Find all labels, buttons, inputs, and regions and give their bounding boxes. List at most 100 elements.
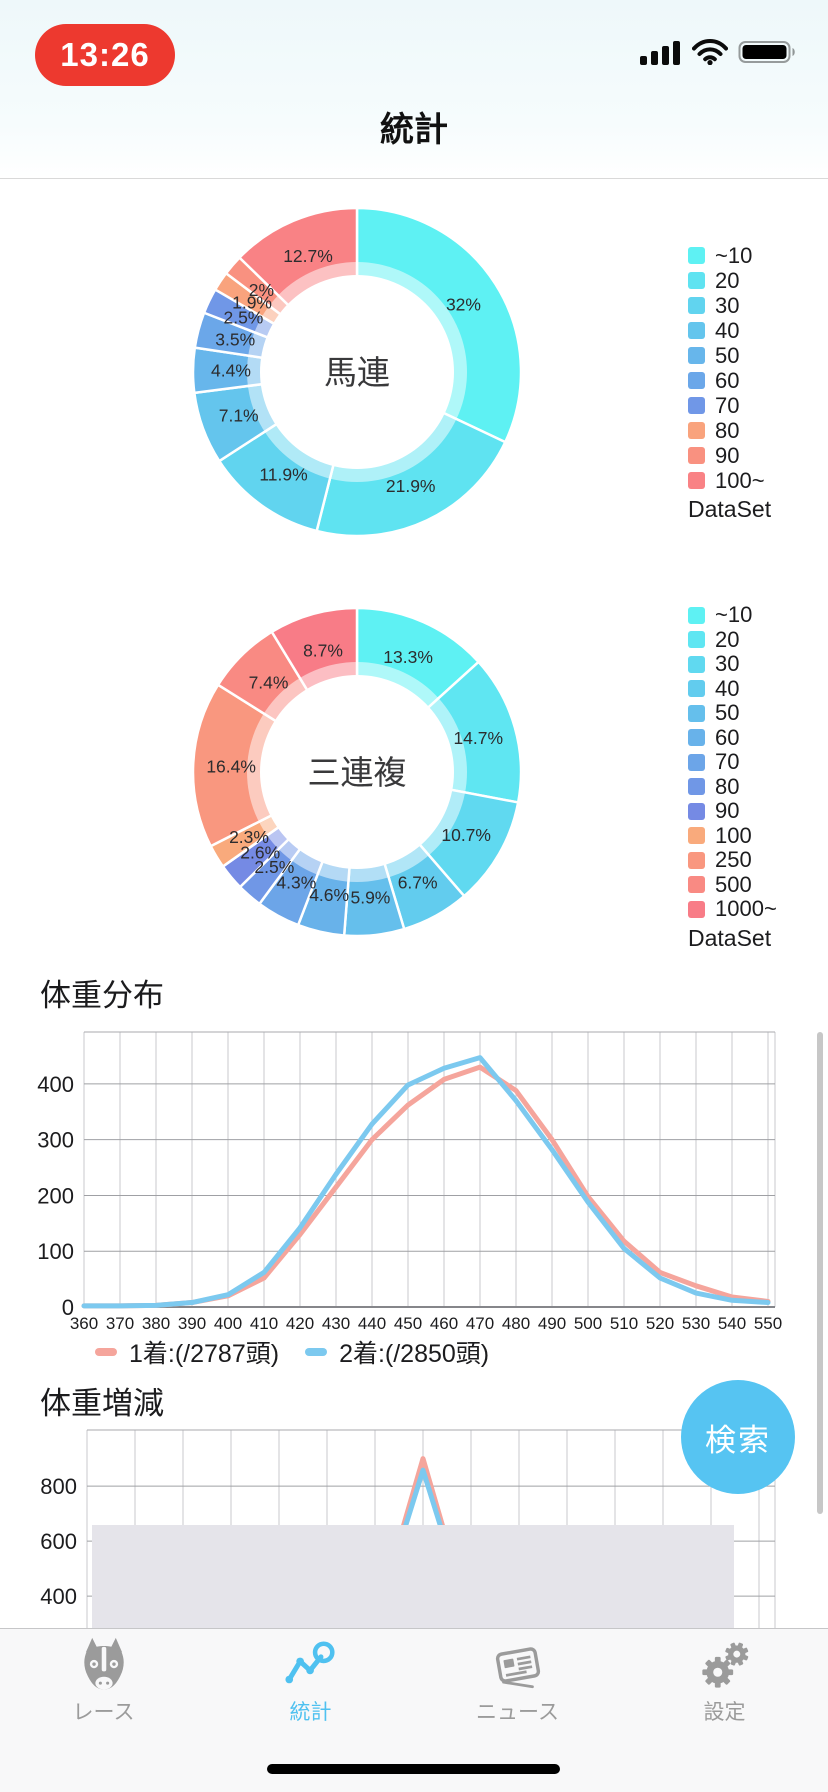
nav-divider [0,178,828,179]
slice-percent-label: 3.5% [215,330,255,350]
slice-percent-label: 2.6% [240,843,280,863]
legend-label: 60 [715,367,740,393]
slice-percent-label: 16.4% [206,756,256,776]
legend-dataset-title: DataSet [688,924,772,951]
x-axis-tick-label: 510 [610,1314,638,1333]
series-legend-label: 2着:(/2850頭) [339,1340,490,1368]
tab-settings[interactable]: 設定 [621,1629,828,1792]
legend-item: 60 [688,724,777,751]
legend-label: 50 [715,700,740,726]
donut-center-label: 馬連 [324,354,390,391]
legend-label: ~10 [715,242,753,268]
legend-swatch [688,900,705,918]
series-legend-item: 2着:(/2850頭) [305,1334,489,1370]
status-time: 13:26 [60,36,150,73]
donut-center-label: 三連複 [308,754,407,791]
umaren-legend: ~10 20 30 40 50 60 70 80 90 100~ DataSet [688,243,771,523]
legend-label: 100~ [715,467,765,493]
scrollbar[interactable] [817,1032,823,1514]
legend-swatch [688,704,705,722]
series-legend-label: 1着:(/2787頭) [129,1340,280,1368]
y-axis-tick-label: 800 [40,1474,77,1499]
legend-label: ~10 [715,602,753,628]
legend-label: 80 [715,773,740,799]
slice-percent-label: 12.7% [283,246,333,266]
weight-change-title: 体重増減 [40,1386,164,1421]
legend-swatch [688,447,705,464]
legend-swatch [688,297,705,314]
legend-label: 60 [715,724,740,750]
tab-news[interactable]: ニュース [414,1629,621,1792]
umaren-donut-chart[interactable]: 32% 21.9% 11.9% 7.1% 4.4% 3.5% 2.5%1.9%2% 12.7%… [187,202,527,542]
tab-bar: レース 統計 [0,1628,828,1792]
legend-label: 100 [715,822,752,848]
sanrenpuku-legend: ~10 20 30 40 50 60 70 80 90 100 250 500 1000~ DataSet [688,602,777,952]
slice-percent-label: 13.3% [383,647,433,667]
legend-swatch [688,372,705,389]
legend-label: 90 [715,798,740,824]
slice-percent-label: 6.7% [398,872,438,892]
legend-label: 20 [715,626,740,652]
x-axis-tick-label: 370 [106,1314,134,1333]
series-legend-item: 1着:(/2787頭) [95,1334,279,1370]
legend-swatch [688,680,705,698]
legend-swatch [688,729,705,747]
x-axis-tick-label: 530 [682,1314,710,1333]
slice-percent-label: 7.4% [249,672,289,692]
slice-percent-label: 4.4% [211,361,251,381]
legend-item: 500 [688,871,777,898]
legend-label: 500 [715,871,752,897]
slice-percent-label: 21.9% [386,476,436,496]
x-axis-tick-label: 470 [466,1314,494,1333]
recording-time-pill[interactable]: 13:26 [35,24,175,86]
legend-swatch [688,631,705,649]
legend-item: 40 [688,318,771,343]
tab-races[interactable]: レース [0,1629,207,1792]
tab-stats[interactable]: 統計 [207,1629,414,1792]
x-axis-tick-label: 430 [322,1314,350,1333]
legend-item: 100~ [688,468,771,493]
legend-swatch [688,322,705,339]
legend-swatch [688,851,705,869]
legend-swatch [688,606,705,624]
tab-news-label: ニュース [476,1701,559,1724]
x-axis-tick-label: 460 [430,1314,458,1333]
weight-distribution-chart[interactable]: 0 100 200 300 400 360 370 380 390 400 410 420 430 440… [0,1025,828,1335]
slice-percent-label: 2.5% [254,857,294,877]
legend-label: 40 [715,675,740,701]
legend-item: 1000~ [688,896,777,922]
legend-label: 50 [715,342,740,368]
legend-swatch [688,272,705,289]
y-axis-tick-label: 0 [62,1295,74,1320]
sanrenpuku-donut-chart[interactable]: 13.3% 14.7% 10.7% 6.7% 5.9%4.6%4.3%2.5%2.6%2… [187,602,527,942]
home-indicator[interactable] [267,1764,560,1774]
legend-label: 30 [715,651,740,677]
slice-percent-label: 32% [446,295,481,315]
tab-races-label: レース [72,1701,135,1724]
x-axis-tick-label: 400 [214,1314,242,1333]
legend-label: 40 [715,317,740,343]
x-axis-tick-label: 390 [178,1314,206,1333]
wifi-icon [692,39,728,65]
legend-swatch [688,753,705,771]
search-button[interactable]: 検索 [681,1380,795,1494]
weight-distribution-chart-legend: 1着:(/2787頭) 2着:(/2850頭) [95,1334,489,1370]
donut-hole [260,675,454,869]
legend-swatch [688,876,705,894]
x-axis-tick-label: 520 [646,1314,674,1333]
y-axis-tick-label: 400 [40,1584,77,1609]
legend-item: 50 [688,343,771,368]
series-legend-dash [305,1348,328,1356]
slice-percent-label: 8.7% [303,641,343,661]
legend-item: 20 [688,626,777,653]
legend-dataset-title: DataSet [688,496,772,522]
legend-item: ~10 [688,602,777,628]
legend-swatch [688,655,705,673]
search-button-label: 検索 [705,1422,771,1458]
legend-item: 30 [688,651,777,677]
slice-percent-label: 4.3% [276,872,316,892]
legend-item: 100 [688,822,777,849]
x-axis-tick-label: 480 [502,1314,530,1333]
legend-item: ~10 [688,243,771,268]
